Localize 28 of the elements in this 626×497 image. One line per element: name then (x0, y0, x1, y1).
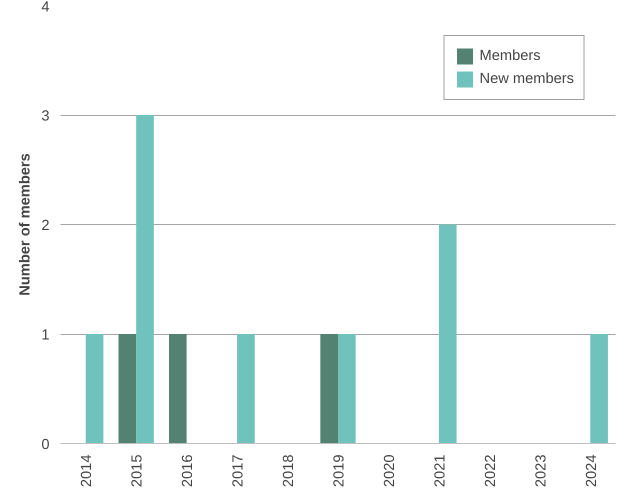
x-tick-label: 2019 (332, 454, 348, 488)
legend-label: New members (480, 71, 574, 87)
x-tick-label: 2021 (432, 454, 448, 488)
bar (168, 334, 187, 444)
bar (136, 115, 154, 444)
bar (320, 334, 338, 444)
x-tick-label: 2024 (584, 454, 600, 488)
x-tick-label: 2018 (281, 454, 298, 488)
x-tick-label: 2020 (382, 454, 398, 488)
y-tick-label: 3 (41, 108, 50, 124)
bar (590, 334, 608, 444)
x-tick-label: 2017 (230, 454, 247, 488)
x-tick-label: 2015 (130, 454, 146, 488)
bar (86, 334, 104, 444)
bar (338, 334, 356, 444)
bar (237, 334, 255, 444)
legend-label: Members (480, 48, 541, 64)
bar (118, 334, 136, 444)
x-tick-label: 2016 (180, 454, 196, 488)
x-tick-label: 2023 (533, 454, 550, 488)
x-tick-label: 2022 (482, 454, 499, 488)
y-tick-label: 4 (41, 0, 50, 16)
y-tick-label: 2 (41, 218, 50, 234)
y-tick-label: 1 (41, 328, 50, 344)
y-axis-title: Number of members (17, 153, 34, 296)
bar (438, 224, 457, 444)
x-tick-label: 2014 (79, 454, 96, 488)
y-tick-label: 0 (41, 437, 50, 453)
